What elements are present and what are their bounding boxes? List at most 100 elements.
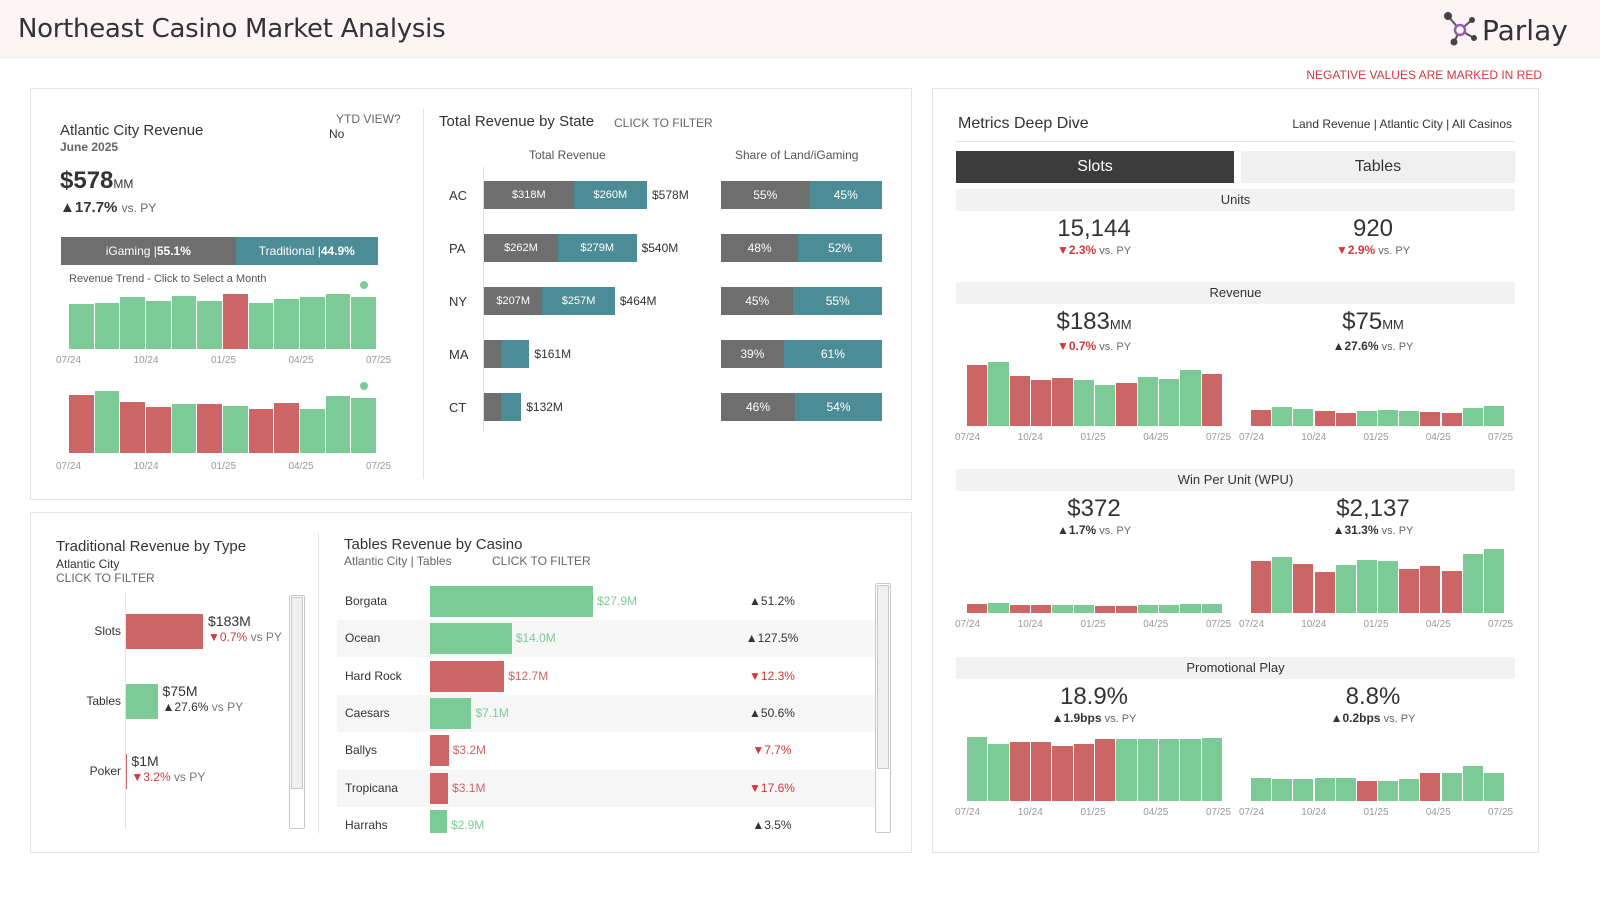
- metric-bar[interactable]: [1052, 746, 1073, 801]
- casino-row[interactable]: Caesars $7.1M ▲50.6%: [337, 694, 875, 732]
- land-share-segment[interactable]: 46%: [721, 393, 796, 421]
- metric-trend-chart[interactable]: [1251, 362, 1504, 426]
- trend-bar[interactable]: [94, 391, 120, 453]
- metric-bar[interactable]: [1159, 379, 1180, 426]
- trad-scrollbar[interactable]: [289, 595, 305, 829]
- metric-bar[interactable]: [1314, 572, 1335, 613]
- tables-revenue-chart[interactable]: Borgata $27.9M ▲51.2% Ocean $14.0M ▲127.5% Har…: [337, 583, 875, 833]
- metric-bar[interactable]: [1293, 778, 1314, 801]
- metric-bar[interactable]: [1378, 780, 1399, 801]
- metric-trend-chart[interactable]: [1251, 737, 1504, 801]
- igaming-share-segment[interactable]: 54%: [795, 393, 882, 421]
- metric-bar[interactable]: [1052, 378, 1073, 426]
- tables-scrollbar[interactable]: [875, 583, 891, 833]
- land-revenue-segment[interactable]: [484, 340, 502, 368]
- metric-bar[interactable]: [1251, 777, 1272, 801]
- state-row[interactable]: MA $161M 39% 61%: [439, 340, 909, 368]
- land-revenue-segment[interactable]: [484, 393, 502, 421]
- metric-bar[interactable]: [1441, 772, 1462, 801]
- metric-bar[interactable]: [1251, 409, 1272, 426]
- metric-bar[interactable]: [1137, 605, 1158, 613]
- trend-bar[interactable]: [146, 407, 171, 453]
- metric-bar[interactable]: [1378, 409, 1399, 426]
- casino-row[interactable]: Borgata $27.9M ▲51.2%: [337, 583, 875, 620]
- igaming-share-segment[interactable]: 45%: [809, 181, 882, 209]
- casino-row[interactable]: Hard Rock $12.7M ▼12.3%: [337, 657, 875, 695]
- metric-bar[interactable]: [1272, 556, 1293, 613]
- metric-bar[interactable]: [1335, 412, 1356, 426]
- metric-bar[interactable]: [1314, 410, 1335, 426]
- trend-bar[interactable]: [223, 294, 248, 349]
- casino-bar[interactable]: [430, 735, 449, 767]
- state-row[interactable]: PA $262M $279M $540M 48% 52%: [439, 234, 909, 262]
- metric-bar[interactable]: [1052, 605, 1073, 613]
- igaming-revenue-segment[interactable]: [501, 340, 530, 368]
- metric-bar[interactable]: [988, 744, 1009, 801]
- metric-bar[interactable]: [988, 362, 1009, 426]
- metric-bar[interactable]: [967, 365, 988, 426]
- type-bar[interactable]: [126, 684, 158, 719]
- metric-bar[interactable]: [1201, 604, 1222, 613]
- metric-trend-chart[interactable]: [967, 549, 1222, 613]
- metric-bar[interactable]: [1314, 777, 1335, 801]
- metric-bar[interactable]: [1031, 742, 1052, 801]
- trend-bar[interactable]: [171, 403, 197, 453]
- metric-bar[interactable]: [1180, 739, 1201, 801]
- metric-bar[interactable]: [1159, 739, 1180, 801]
- igaming-revenue-segment[interactable]: $279M: [557, 234, 637, 262]
- casino-row[interactable]: Ocean $14.0M ▲127.5%: [337, 620, 875, 658]
- trend-bar[interactable]: [94, 302, 120, 349]
- tab-tables[interactable]: Tables: [1241, 151, 1515, 183]
- metric-bar[interactable]: [1483, 549, 1504, 613]
- trend-bar[interactable]: [146, 300, 171, 349]
- metric-bar[interactable]: [1272, 778, 1293, 801]
- trend-bar[interactable]: [325, 395, 351, 453]
- revenue-trend-chart-2[interactable]: [69, 382, 376, 453]
- metric-bar[interactable]: [1180, 604, 1201, 613]
- metric-bar[interactable]: [1251, 560, 1272, 613]
- trend-bar[interactable]: [120, 297, 145, 349]
- metric-bar[interactable]: [1399, 410, 1420, 426]
- casino-bar[interactable]: [430, 697, 472, 729]
- land-share-segment[interactable]: 48%: [721, 234, 799, 262]
- state-row[interactable]: CT $132M 46% 54%: [439, 393, 909, 421]
- casino-row[interactable]: Harrahs $2.9M ▲3.5%: [337, 806, 875, 833]
- state-row[interactable]: AC $318M $260M $578M 55% 45%: [439, 181, 909, 209]
- metric-bar[interactable]: [1356, 559, 1377, 613]
- land-revenue-segment[interactable]: $318M: [484, 181, 574, 209]
- metric-trend-chart[interactable]: [967, 362, 1222, 426]
- metric-bar[interactable]: [1116, 739, 1137, 801]
- metric-bar[interactable]: [1095, 385, 1116, 426]
- trad-revenue-chart[interactable]: Slots $183M ▼0.7% vs PY Tables $75M ▲27.6% vs…: [31, 593, 321, 829]
- state-revenue-chart[interactable]: AC $318M $260M $578M 55% 45% PA $262M $279M $540M…: [439, 167, 909, 437]
- metric-bar[interactable]: [1201, 374, 1222, 426]
- metric-bar[interactable]: [1031, 380, 1052, 426]
- metric-bar[interactable]: [1073, 380, 1094, 426]
- trend-bar[interactable]: [274, 402, 299, 453]
- metric-trend-chart[interactable]: [967, 737, 1222, 801]
- metric-bar[interactable]: [1095, 739, 1116, 801]
- metric-bar[interactable]: [1009, 376, 1030, 426]
- land-revenue-segment[interactable]: $207M: [484, 287, 543, 315]
- trend-bar[interactable]: [171, 295, 197, 349]
- trend-bar[interactable]: [248, 302, 274, 349]
- trend-bar[interactable]: [351, 398, 376, 453]
- metric-bar[interactable]: [1378, 560, 1399, 613]
- parlay-logo[interactable]: Parlay: [1440, 8, 1570, 50]
- ytd-toggle[interactable]: No: [329, 127, 345, 141]
- metric-bar[interactable]: [1009, 605, 1030, 613]
- metric-bar[interactable]: [1356, 410, 1377, 426]
- metric-bar[interactable]: [1420, 565, 1441, 613]
- type-row[interactable]: Sportsbook Casino: [31, 822, 321, 829]
- tab-slots[interactable]: Slots: [956, 151, 1234, 183]
- metric-bar[interactable]: [1031, 605, 1052, 613]
- casino-bar[interactable]: [430, 809, 447, 833]
- metric-bar[interactable]: [1462, 407, 1483, 426]
- casino-bar[interactable]: [430, 623, 512, 655]
- metric-bar[interactable]: [1159, 605, 1180, 613]
- metric-bar[interactable]: [1293, 408, 1314, 426]
- trad-scroll-thumb[interactable]: [291, 597, 303, 789]
- metric-bar[interactable]: [1335, 564, 1356, 613]
- metric-bar[interactable]: [967, 737, 988, 801]
- metric-bar[interactable]: [1116, 606, 1137, 613]
